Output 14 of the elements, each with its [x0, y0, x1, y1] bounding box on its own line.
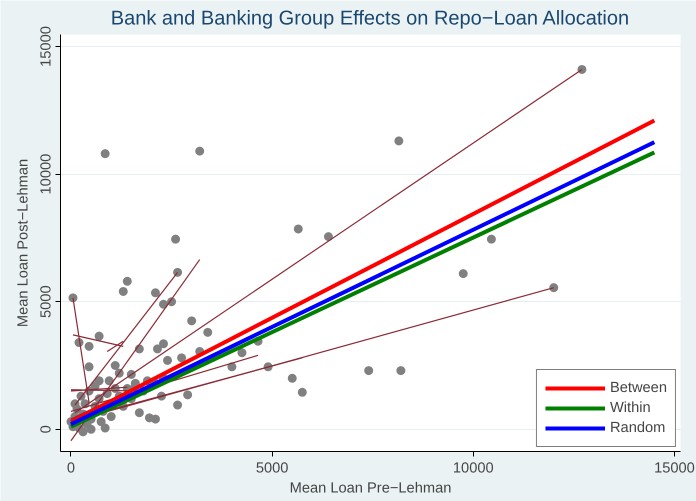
x-tick-label: 5000	[256, 460, 288, 476]
legend-label: Within	[610, 400, 651, 416]
y-tick-label: 10000	[38, 154, 54, 194]
y-tick-label: 15000	[38, 26, 54, 67]
y-tick-label: 5000	[38, 285, 54, 318]
x-tick-label: 10000	[452, 460, 494, 476]
y-axis-title: Mean Loan Post−Lehman	[16, 158, 32, 328]
legend-label: Random	[610, 420, 666, 436]
x-axis-title: Mean Loan Pre−Lehman	[290, 480, 452, 496]
x-tick-label: 0	[66, 460, 76, 476]
legend-label: Between	[610, 380, 667, 396]
chart-title: Bank and Banking Group Effects on Repo−Loan Allocation	[110, 8, 630, 30]
y-tick-label: 0	[38, 425, 54, 434]
x-tick-label: 15000	[654, 460, 695, 476]
